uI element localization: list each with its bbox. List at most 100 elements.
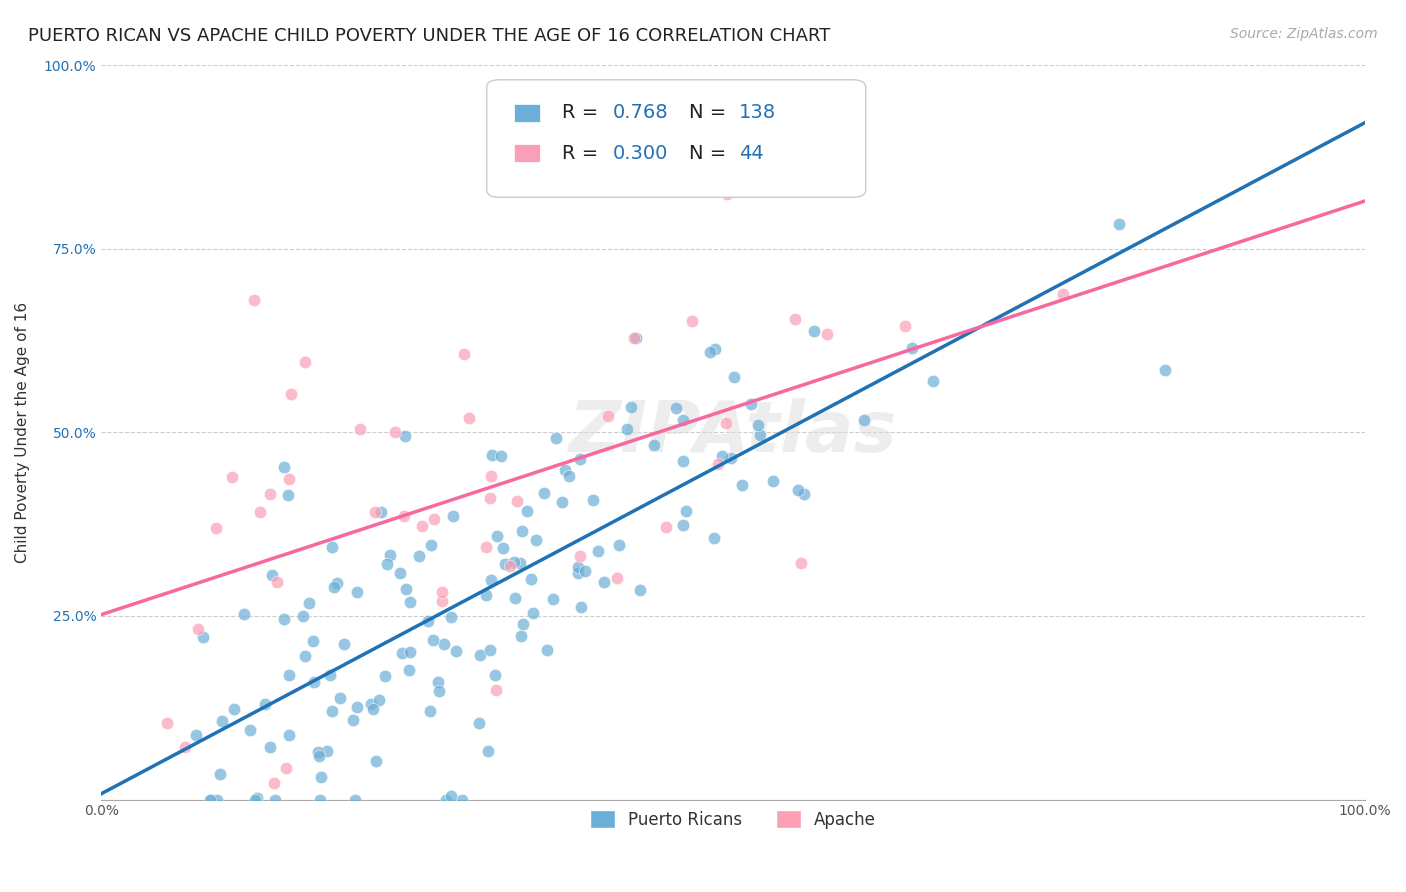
Point <box>389 566 412 580</box>
Point <box>349 421 371 435</box>
Point <box>524 533 547 548</box>
Point <box>263 776 285 790</box>
Point <box>427 675 450 690</box>
Point <box>790 557 813 571</box>
Point <box>783 312 806 326</box>
Point <box>468 648 491 663</box>
Text: 44: 44 <box>740 144 763 162</box>
Point <box>323 580 346 594</box>
Point <box>505 591 527 605</box>
Point <box>479 642 502 657</box>
Point <box>494 557 516 571</box>
Point <box>543 592 565 607</box>
Point <box>485 683 508 698</box>
Text: 138: 138 <box>740 103 776 122</box>
Text: 0.300: 0.300 <box>613 144 668 162</box>
Point <box>249 505 271 519</box>
Point <box>221 469 243 483</box>
Point <box>278 728 301 742</box>
Point <box>321 540 343 554</box>
Point <box>510 524 533 538</box>
Point <box>479 574 502 588</box>
Point <box>574 565 596 579</box>
Point <box>468 716 491 731</box>
Point <box>707 458 730 472</box>
FancyBboxPatch shape <box>515 103 540 122</box>
FancyBboxPatch shape <box>486 79 866 197</box>
Point <box>329 690 352 705</box>
Point <box>699 345 721 359</box>
Point <box>522 606 544 620</box>
Point <box>655 519 678 533</box>
Point <box>367 692 389 706</box>
Point <box>277 668 299 682</box>
Point <box>544 431 567 445</box>
Point <box>672 518 695 533</box>
Text: 0.768: 0.768 <box>613 103 669 122</box>
Point <box>1153 363 1175 377</box>
Point <box>399 595 422 609</box>
Point <box>187 622 209 636</box>
Point <box>762 475 785 489</box>
Point <box>520 572 543 586</box>
Point <box>665 401 688 415</box>
Point <box>711 449 734 463</box>
Point <box>491 449 513 463</box>
Point <box>551 495 574 509</box>
Point <box>342 713 364 727</box>
Point <box>598 409 620 423</box>
Point <box>475 588 498 602</box>
Point <box>440 610 463 624</box>
Point <box>430 594 453 608</box>
Point <box>326 576 349 591</box>
Point <box>681 314 703 328</box>
Point <box>536 642 558 657</box>
Point <box>626 330 648 344</box>
Point <box>506 494 529 508</box>
Point <box>430 584 453 599</box>
Point <box>509 629 531 643</box>
Point <box>319 667 342 681</box>
Point <box>567 559 589 574</box>
Point <box>588 544 610 558</box>
Point <box>333 637 356 651</box>
Point <box>716 187 738 202</box>
Point <box>411 519 433 533</box>
Point <box>419 704 441 718</box>
Point <box>592 574 614 589</box>
Point <box>486 528 509 542</box>
Point <box>427 684 450 698</box>
Point <box>419 538 441 552</box>
Point <box>451 792 474 806</box>
Point <box>399 645 422 659</box>
Point <box>304 675 326 690</box>
Point <box>620 400 643 414</box>
Point <box>512 616 534 631</box>
Point <box>793 487 815 501</box>
Point <box>394 429 416 443</box>
Point <box>259 487 281 501</box>
Point <box>408 549 430 564</box>
Point <box>852 413 875 427</box>
Point <box>198 792 221 806</box>
Point <box>259 740 281 755</box>
Point <box>731 477 754 491</box>
Point <box>292 608 315 623</box>
Text: Source: ZipAtlas.com: Source: ZipAtlas.com <box>1230 27 1378 41</box>
Point <box>364 505 387 519</box>
Point <box>266 574 288 589</box>
Point <box>308 748 330 763</box>
Point <box>361 702 384 716</box>
Point <box>315 744 337 758</box>
Point <box>747 417 769 432</box>
Point <box>375 557 398 571</box>
Point <box>557 469 579 483</box>
Text: N =: N = <box>689 144 733 162</box>
Point <box>307 745 329 759</box>
Point <box>277 487 299 501</box>
Point <box>479 469 502 483</box>
Legend: Puerto Ricans, Apache: Puerto Ricans, Apache <box>583 804 883 835</box>
Point <box>516 504 538 518</box>
Point <box>714 416 737 430</box>
Point <box>156 716 179 731</box>
